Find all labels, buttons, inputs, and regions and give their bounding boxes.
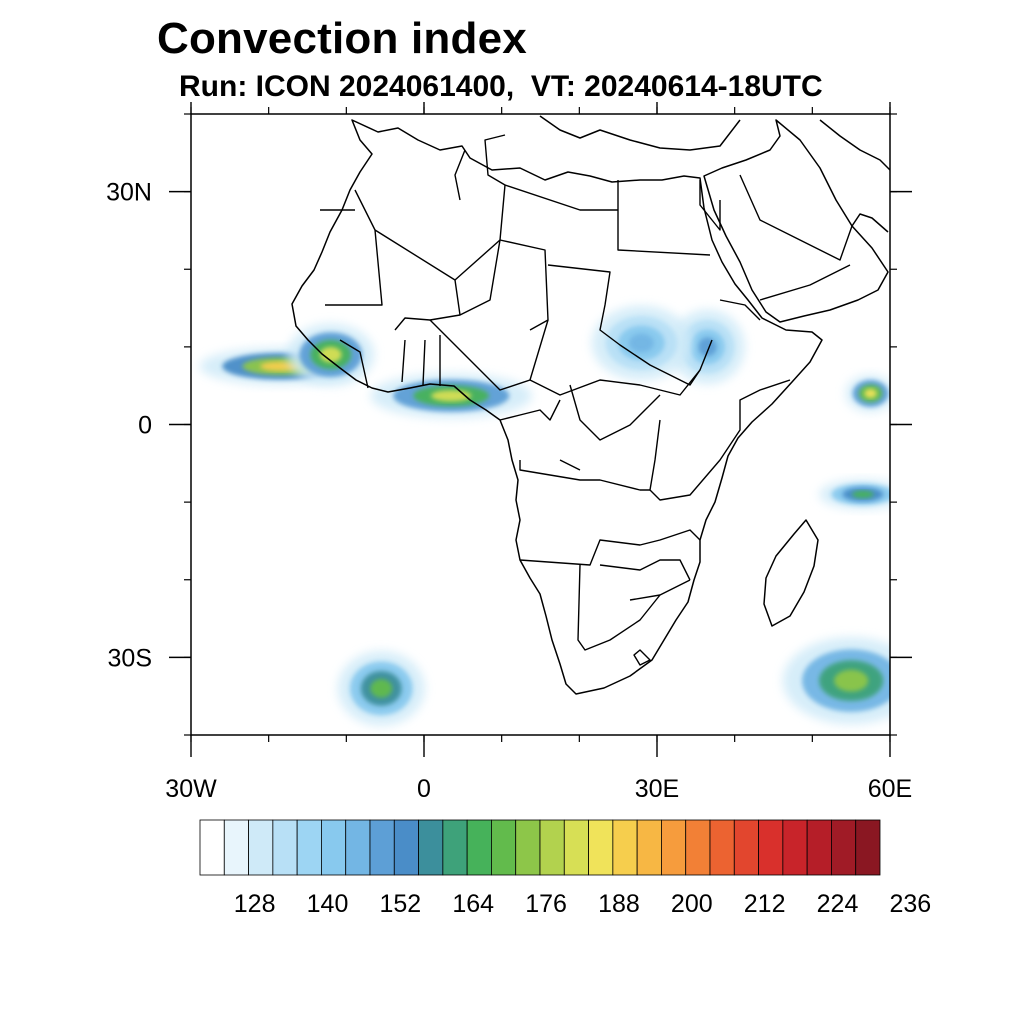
convection-cell <box>845 374 890 413</box>
convection-cell <box>782 637 890 725</box>
colorbar-bin <box>345 819 371 876</box>
persian-gulf-coast <box>819 119 890 233</box>
convection-contour <box>370 679 393 698</box>
chart-subtitle: Run: ICON 2024061400, VT: 20240614-18UTC <box>179 70 823 103</box>
colorbar-bin <box>758 819 784 876</box>
colorbar-bin <box>733 819 759 876</box>
lat-tick-label: 30N <box>106 179 152 207</box>
colorbar-bin <box>272 819 298 876</box>
colorbar-label: 152 <box>379 890 421 918</box>
convection-cell <box>670 309 745 385</box>
lon-tick-label: 30E <box>635 775 679 803</box>
colorbar-bin <box>539 819 565 876</box>
colorbar-bin <box>563 819 589 876</box>
convection-cell <box>591 305 692 381</box>
colorbar-bin <box>855 819 881 876</box>
convection-contour <box>834 669 869 692</box>
colorbar-label: 176 <box>525 890 567 918</box>
colorbar-bin <box>782 819 808 876</box>
lat-tick-label: 30S <box>108 644 152 672</box>
colorbar-bin <box>442 819 468 876</box>
colorbar-bin <box>418 819 444 876</box>
colorbar-bin <box>199 819 225 876</box>
convection-contour <box>629 333 654 353</box>
colorbar-bin <box>515 819 541 876</box>
colorbar-label: 140 <box>307 890 349 918</box>
mediterranean-north-coast <box>539 115 741 151</box>
map-outlines <box>291 115 890 695</box>
colorbar-label: 212 <box>744 890 786 918</box>
chart-title: Convection index <box>157 14 527 63</box>
colorbar-bin <box>685 819 711 876</box>
convection-contour <box>864 388 877 399</box>
colorbar-label: 164 <box>452 890 494 918</box>
colorbar-label: 128 <box>234 890 276 918</box>
lon-tick-label: 60E <box>868 775 912 803</box>
colorbar-bin <box>661 819 687 876</box>
map-axes: 30W 0 30E 60E 30N 0 30S <box>106 102 912 803</box>
colorbar-bin <box>369 819 395 876</box>
colorbar-bin <box>321 819 347 876</box>
colorbar-label: 188 <box>598 890 640 918</box>
country-borders <box>320 134 853 666</box>
madagascar-coastline <box>763 519 819 627</box>
colorbar-label: 224 <box>817 890 859 918</box>
colorbar-bin <box>806 819 832 876</box>
convection-contour <box>698 337 717 357</box>
convection-cell <box>337 651 425 726</box>
convection-cell <box>819 479 890 510</box>
africa-coastline <box>291 119 823 695</box>
colorbar-label: 200 <box>671 890 713 918</box>
colorbar-bin <box>393 819 419 876</box>
colorbar-bin <box>491 819 517 876</box>
colorbar-bin <box>636 819 662 876</box>
colorbar-bin <box>248 819 274 876</box>
arabia-coastline <box>703 119 889 323</box>
convection-cell <box>370 373 532 419</box>
convection-field <box>199 305 890 726</box>
colorbar-bin <box>612 819 638 876</box>
colorbar-bin <box>296 819 322 876</box>
convection-contour <box>319 346 342 363</box>
colorbar-bin <box>709 819 735 876</box>
colorbar-bin <box>831 819 857 876</box>
lat-tick-label: 0 <box>138 412 152 440</box>
lon-tick-label: 30W <box>165 775 217 803</box>
map-frame <box>190 113 891 736</box>
convection-contour <box>851 490 874 499</box>
colorbar-bin <box>466 819 492 876</box>
colorbar-bin <box>588 819 614 876</box>
colorbar-label: 236 <box>889 890 931 918</box>
colorbar-bin <box>223 819 249 876</box>
lon-tick-label: 0 <box>417 775 431 803</box>
colorbar: 128 140 152 164 176 188 200 212 224 236 <box>199 819 931 918</box>
